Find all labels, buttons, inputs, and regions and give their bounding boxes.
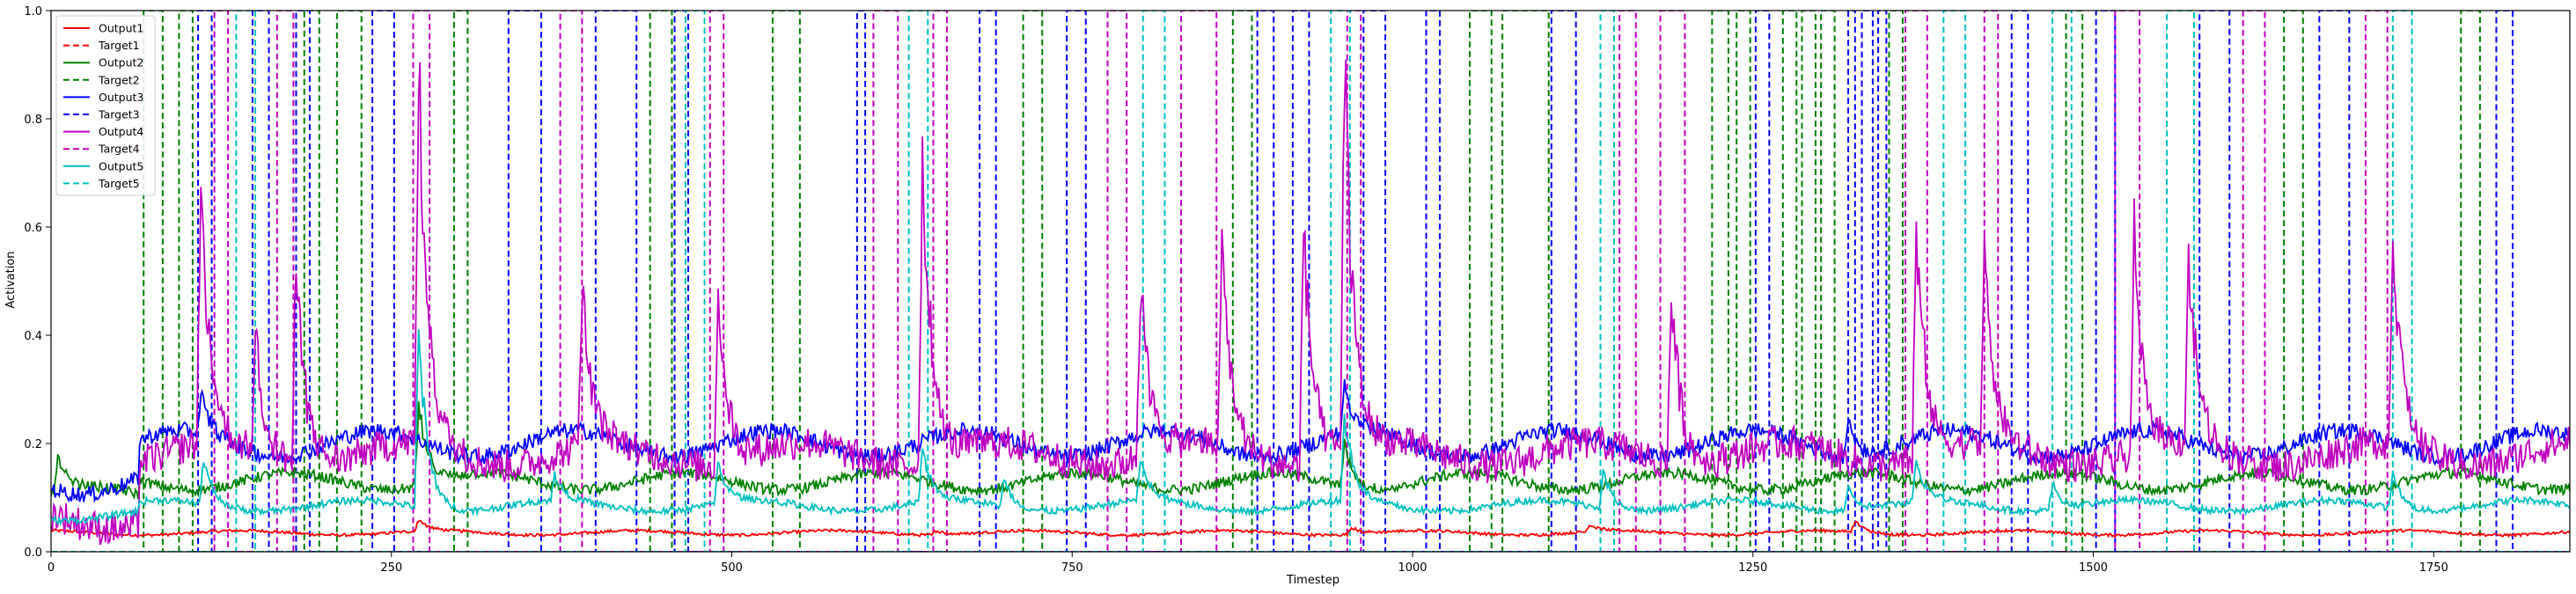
x-tick-label: 1250: [1738, 561, 1767, 575]
y-axis-title: Activation: [4, 251, 18, 308]
legend-label-target4: Target4: [98, 143, 140, 156]
output-line-output2: [51, 401, 2570, 501]
legend-label-target2: Target2: [98, 73, 140, 86]
legend-label-target5: Target5: [98, 177, 140, 190]
output-line-output4: [51, 59, 2570, 546]
x-tick-label: 500: [721, 561, 743, 575]
legend-label-output3: Output3: [99, 91, 143, 104]
x-axis-title: Timestep: [1286, 574, 1339, 587]
output-line-output5: [51, 329, 2570, 527]
y-tick-label: 1.0: [24, 5, 42, 18]
legend-label-output5: Output5: [99, 159, 143, 172]
x-tick-label: 1000: [1398, 561, 1427, 575]
legend: Output1 Target1 Output2 Target2 Output3 Targe…: [55, 15, 156, 196]
plot-frame: [50, 10, 2571, 553]
output-line-output1: [51, 519, 2570, 539]
plot-inner: [51, 11, 2570, 552]
y-tick-label: 0.2: [24, 438, 42, 451]
x-tick-label: 250: [380, 561, 402, 575]
target-line-target2: [51, 11, 2570, 552]
axes: 0 250 500 750 1000 1250 1500 1750 0.0 0.2 0.4 0.6 0.…: [24, 5, 2571, 575]
x-tick-label: 1500: [2079, 561, 2108, 575]
y-tick-label: 0.8: [24, 114, 42, 127]
output-line-output3: [51, 378, 2570, 503]
y-tick-label: 0.0: [24, 546, 42, 560]
plot-area: [51, 11, 2570, 552]
legend-label-target1: Target1: [98, 39, 140, 52]
x-tick-label: 0: [48, 561, 55, 575]
x-tick-label: 1750: [2419, 561, 2448, 575]
x-tick-label: 750: [1061, 561, 1083, 575]
y-tick-label: 0.6: [24, 222, 42, 235]
target-line-target4: [51, 11, 2570, 552]
y-tick-label: 0.4: [24, 330, 42, 343]
legend-label-output2: Output2: [99, 56, 143, 70]
legend-label-output1: Output1: [99, 22, 143, 35]
legend-label-target3: Target3: [98, 108, 140, 121]
legend-box: [55, 15, 156, 196]
legend-label-output4: Output4: [99, 125, 143, 138]
